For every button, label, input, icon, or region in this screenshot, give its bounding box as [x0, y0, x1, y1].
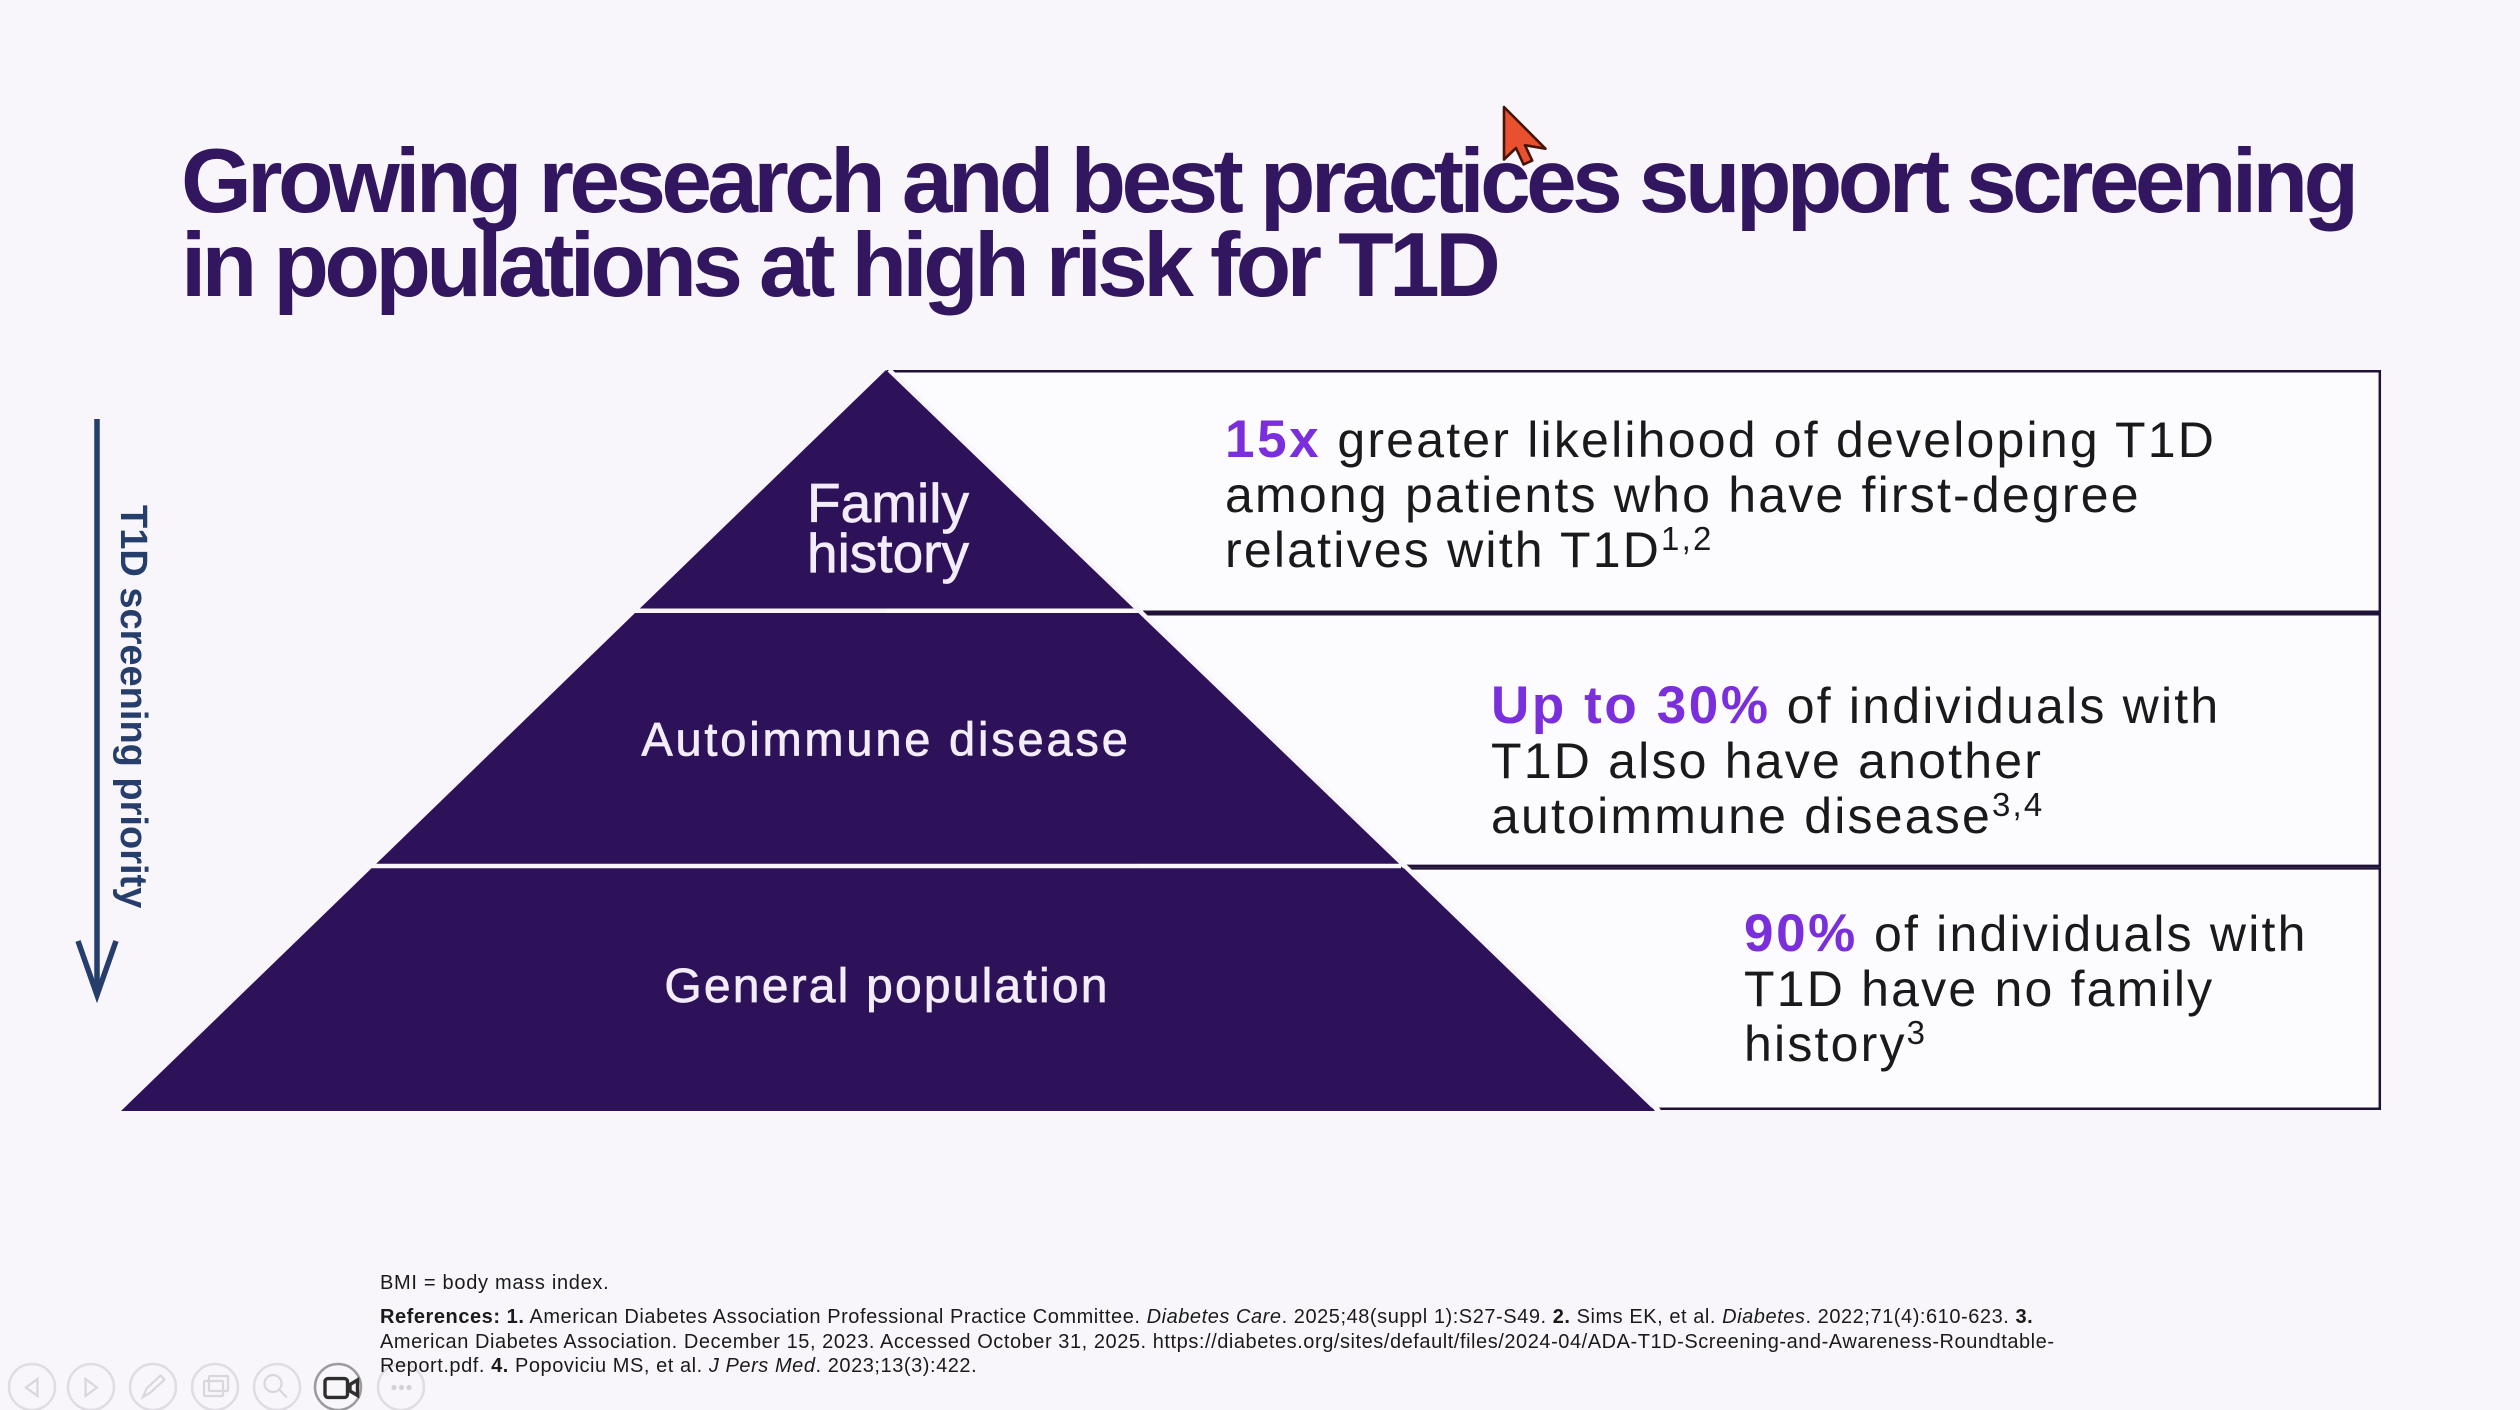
svg-text:Family: Family [807, 472, 969, 534]
svg-text:Autoimmune disease: Autoimmune disease [641, 713, 1130, 766]
svg-text:General population: General population [664, 960, 1109, 1013]
svg-text:history: history [807, 522, 969, 584]
svg-text:T1D screening priority: T1D screening priority [112, 505, 154, 908]
